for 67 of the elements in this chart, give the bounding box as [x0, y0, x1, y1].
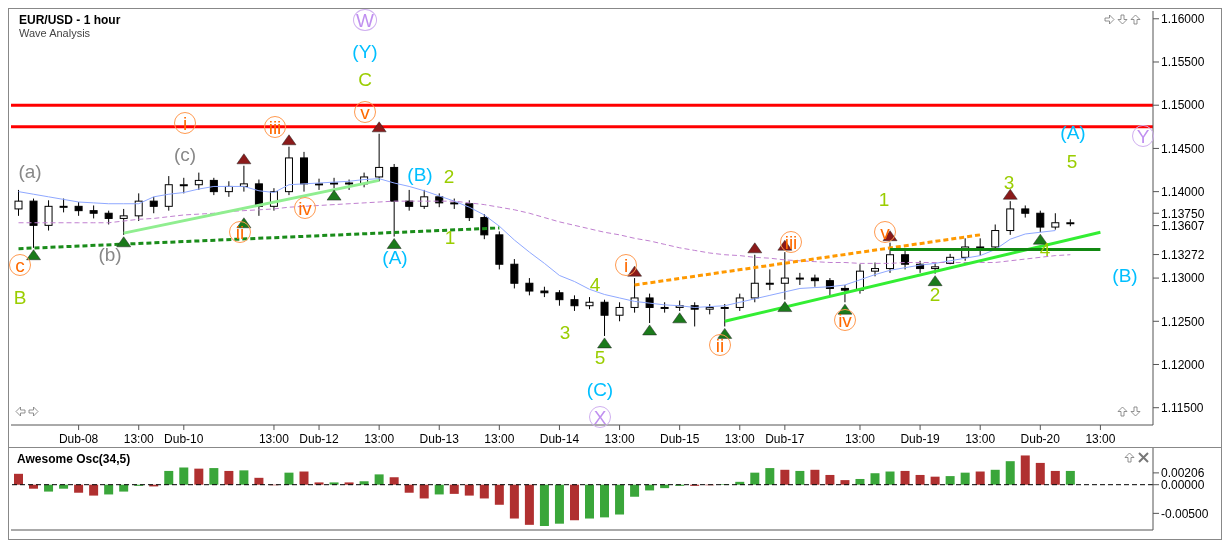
x-tick-label: Dub-15 — [659, 432, 700, 446]
x-tick-label: Dub-19 — [900, 432, 941, 446]
annotation: 4 — [588, 274, 602, 296]
y-tick-label: 1.14000 — [1161, 184, 1205, 199]
annotation: Y — [1132, 125, 1154, 147]
annotation: 2 — [442, 166, 456, 188]
annotation: (A) — [381, 247, 409, 269]
x-tick-label: Dub-20 — [1020, 432, 1061, 446]
y-tick-label: 1.14500 — [1161, 141, 1205, 156]
y-tick-label: 1.15000 — [1161, 98, 1205, 113]
x-tick-label: 13:00 — [1085, 432, 1116, 446]
annotation: X — [589, 406, 611, 428]
y-tick-label: 1.15500 — [1161, 55, 1205, 70]
x-tick-label: Dub-08 — [58, 432, 99, 446]
annotation: 1 — [877, 189, 891, 211]
annotation: iii — [780, 231, 802, 253]
annotation: (a) — [17, 161, 43, 183]
annotation: (b) — [97, 244, 123, 266]
annotation: C — [357, 69, 373, 91]
annotation: 1 — [443, 227, 457, 249]
y-tick-label: 1.11500 — [1161, 400, 1204, 415]
annotation: (B) — [406, 164, 434, 186]
annotation: (c) — [172, 144, 198, 166]
annotation: (A) — [1059, 122, 1087, 144]
x-tick-label: 13:00 — [724, 432, 756, 446]
x-tick-label: 13:00 — [484, 432, 515, 446]
y-tick-label: 1.13607 — [1161, 218, 1205, 233]
annotation: i — [615, 254, 637, 276]
annotation: iv — [294, 197, 316, 219]
x-tick-label: 13:00 — [604, 432, 635, 446]
annotation: 2 — [928, 284, 942, 306]
annotation: 3 — [1002, 172, 1016, 194]
x-tick-label: Dub-12 — [299, 432, 340, 446]
annotation: v — [354, 101, 376, 123]
annotation: 3 — [558, 322, 572, 344]
y-tick-label: 1.16000 — [1161, 12, 1205, 27]
x-tick-label: 13:00 — [965, 432, 996, 446]
annotation: 5 — [593, 347, 607, 369]
x-tick-label: Dub-13 — [419, 432, 460, 446]
annotation: v — [874, 221, 896, 243]
x-tick-label: 13:00 — [844, 432, 876, 446]
y-tick-label: 1.12000 — [1161, 357, 1205, 372]
annotation: c — [9, 254, 31, 276]
y-tick-label: 1.12500 — [1161, 314, 1205, 329]
x-tick-label: 13:00 — [258, 432, 290, 446]
x-tick-label: Dub-17 — [765, 432, 805, 446]
annotation: B — [12, 287, 28, 309]
chart-title: EUR/USD - 1 hour — [19, 13, 121, 27]
chart-title: Awesome Osc(34,5) — [17, 452, 131, 466]
annotation: (Y) — [351, 41, 379, 63]
annotation: (C) — [585, 379, 615, 401]
annotation: iv — [834, 309, 856, 331]
x-tick-label: 13:00 — [123, 432, 155, 446]
y-tick-label: 1.13750 — [1161, 206, 1205, 221]
annotation: ii — [229, 221, 251, 243]
x-tick-label: Dub-14 — [539, 432, 580, 446]
y-tick-label: 1.13272 — [1161, 247, 1205, 262]
y-tick-label: -0.00500 — [1161, 506, 1209, 521]
y-tick-label: 1.13000 — [1161, 271, 1205, 286]
text: Wave Analysis — [19, 27, 92, 39]
annotation: i — [174, 112, 196, 134]
annotation: ii — [709, 334, 731, 356]
x-tick-label: 13:00 — [364, 432, 395, 446]
annotation: (B) — [1111, 265, 1139, 287]
annotation: W — [353, 9, 377, 31]
annotation: 5 — [1065, 151, 1079, 173]
x-tick-label: Dub-10 — [164, 432, 204, 446]
